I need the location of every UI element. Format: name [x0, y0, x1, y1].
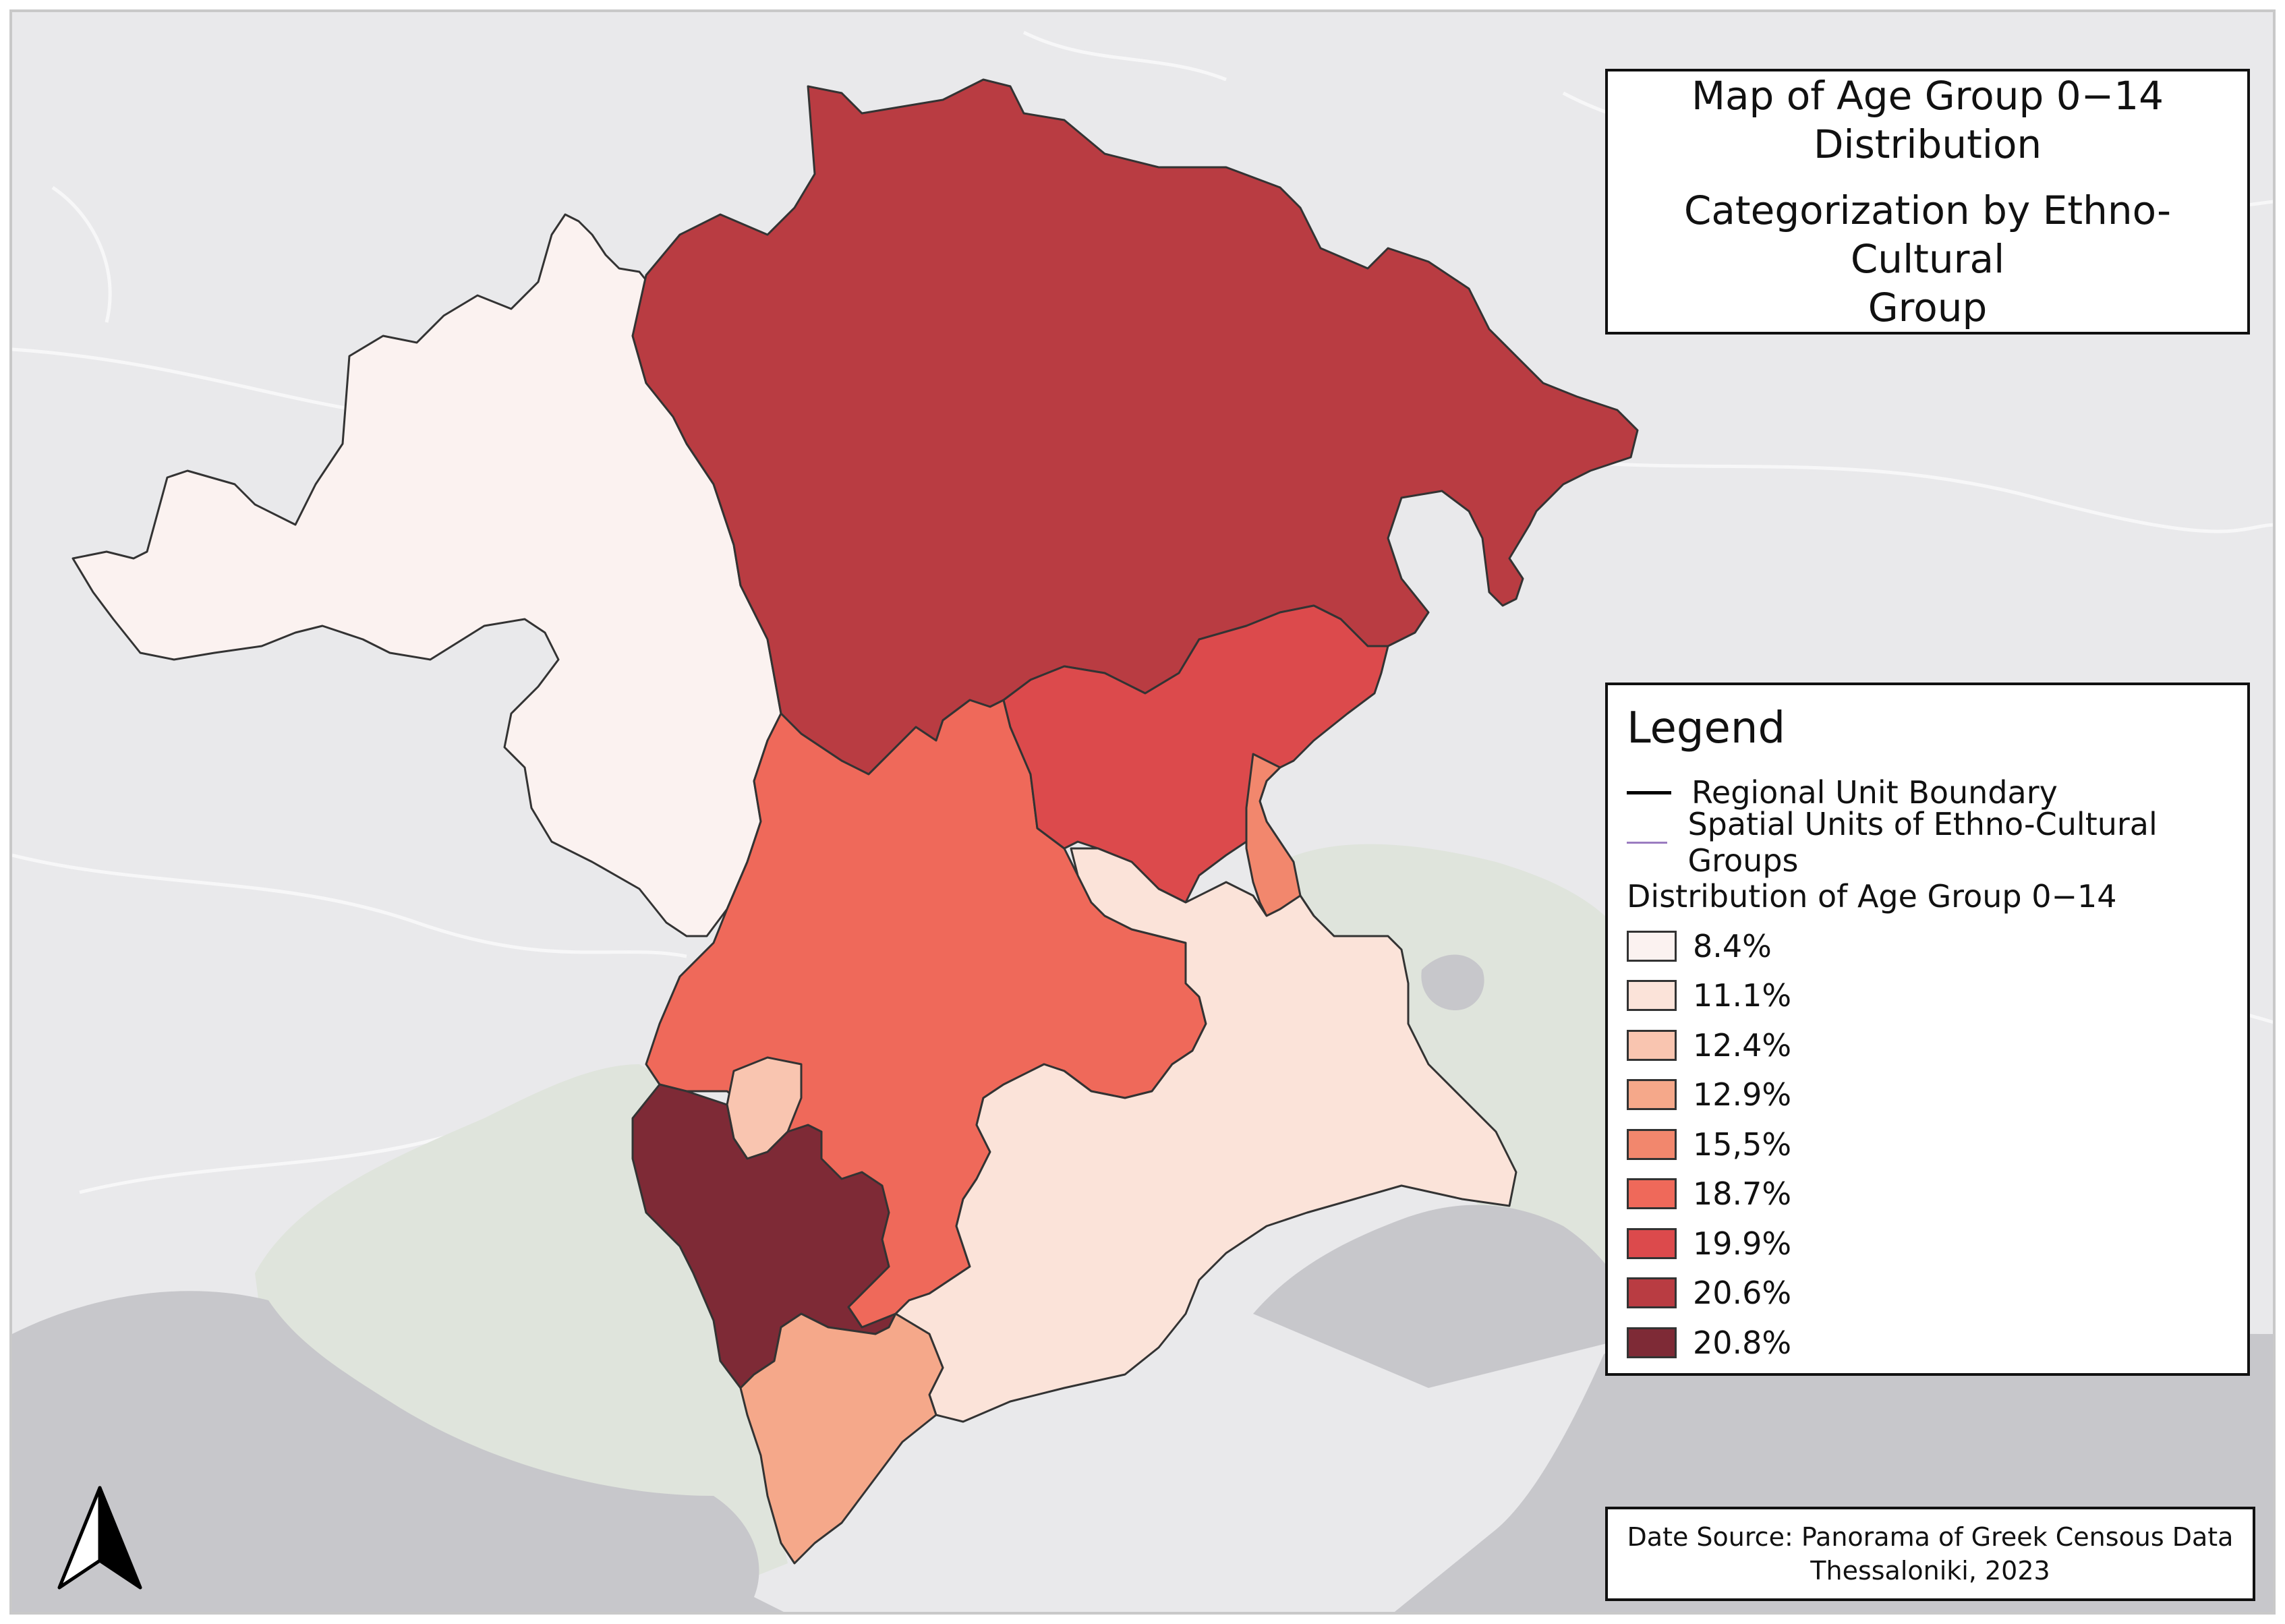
data-source-line-1: Date Source: Panorama of Greek Censous D… [1627, 1522, 2234, 1552]
legend-class-label: 18.7% [1693, 1176, 1792, 1213]
legend-class-5: 18.7% [1627, 1169, 2228, 1219]
legend-class-7: 20.6% [1627, 1269, 2228, 1318]
legend-class-label: 19.9% [1693, 1225, 1792, 1262]
map-title-line-1: Map of Age Group 0−14 [1691, 73, 2164, 119]
map-frame[interactable]: Map of Age Group 0−14 Distribution Categ… [9, 9, 2276, 1615]
legend-class-4: 15,5% [1627, 1120, 2228, 1169]
legend-class-label: 20.6% [1693, 1275, 1792, 1312]
legend-class-label: 12.9% [1693, 1076, 1792, 1113]
boundary-line-symbol [1627, 790, 1671, 794]
region-east[interactable] [894, 847, 1517, 1423]
map-subtitle-line-2: Group [1868, 285, 1988, 330]
data-source-panel: Date Source: Panorama of Greek Censous D… [1605, 1507, 2255, 1601]
map-title-line-2: Distribution [1813, 121, 2042, 167]
legend-swatch [1627, 1277, 1677, 1309]
legend-class-label: 11.1% [1693, 977, 1792, 1014]
legend-swatch [1627, 980, 1677, 1012]
legend-class-8: 20.8% [1627, 1318, 2228, 1368]
region-northeast[interactable] [1002, 604, 1389, 904]
map-title-panel: Map of Age Group 0−14 Distribution Categ… [1605, 69, 2250, 335]
legend-title: Legend [1627, 703, 1786, 753]
legend-swatch [1627, 1079, 1677, 1111]
legend-swatch [1627, 1227, 1677, 1259]
legend-swatch [1627, 930, 1677, 962]
legend-distribution-title: Distribution of Age Group 0−14 [1627, 878, 2117, 915]
spatial-units-line-symbol [1627, 841, 1668, 844]
regional-units [71, 78, 1639, 1565]
basemap-sea-gulf [1253, 1205, 1644, 1388]
data-source-line-2: Thessaloniki, 2023 [1810, 1556, 2050, 1586]
legend-class-label: 8.4% [1693, 927, 1772, 964]
legend-class-3: 12.9% [1627, 1070, 2228, 1120]
legend-swatch [1627, 1178, 1677, 1210]
legend-class-label: 12.4% [1693, 1026, 1792, 1064]
legend-class-0: 8.4% [1627, 921, 2228, 971]
legend-class-1: 11.1% [1627, 971, 2228, 1021]
map-subtitle-line-1: Categorization by Ethno-Cultural [1683, 187, 2172, 282]
legend-panel: Legend Regional Unit Boundary Spatial Un… [1605, 683, 2250, 1376]
region-southwest[interactable] [631, 1083, 897, 1389]
north-arrow-icon [57, 1486, 142, 1590]
basemap-lagoon [1421, 954, 1484, 1010]
legend-class-label: 20.8% [1693, 1324, 1792, 1361]
legend-spatial-units-entry: Spatial Units of Ethno-Cultural Groups [1627, 806, 2228, 879]
region-south[interactable] [739, 1312, 944, 1565]
legend-class-list: 8.4% 11.1% 12.4% 12.9% 15,5% 18.7% 19.9% 20.6% 2… [1627, 921, 2228, 1368]
legend-class-6: 19.9% [1627, 1219, 2228, 1269]
legend-class-2: 12.4% [1627, 1020, 2228, 1070]
legend-class-label: 15,5% [1693, 1126, 1792, 1163]
legend-swatch [1627, 1029, 1677, 1061]
legend-swatch [1627, 1128, 1677, 1160]
legend-spatial-units-label: Spatial Units of Ethno-Cultural Groups [1687, 806, 2158, 879]
legend-swatch [1627, 1327, 1677, 1358]
legend-boundary-label: Regional Unit Boundary [1691, 774, 2058, 811]
legend-boundary-entry: Regional Unit Boundary [1627, 767, 2228, 817]
